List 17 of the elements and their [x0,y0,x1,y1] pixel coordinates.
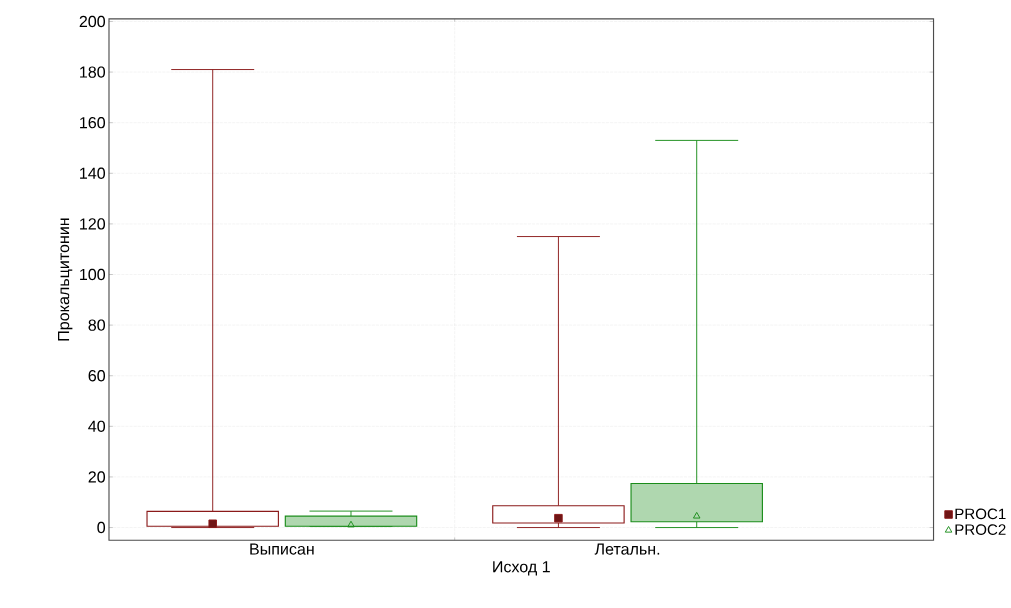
y-tick-label: 20 [88,471,106,483]
legend-label: PROC1 [955,508,1006,520]
x-tick-label: Летальн. [594,543,660,555]
y-tick-label: 180 [80,66,106,78]
x-tick-label: Выписан [250,543,314,555]
y-tick-label: 140 [80,167,106,179]
y-tick-label: 120 [80,218,106,230]
y-axis-title: Прокальцитонин [58,218,73,341]
y-tick-label: 40 [88,420,106,432]
y-tick-label: 160 [80,116,106,129]
y-tick-label: 100 [80,268,106,280]
y-tick-label: 0 [97,521,106,534]
y-tick-label: 80 [88,319,106,331]
legend-label: PROC2 [955,524,1006,535]
y-tick-label: 60 [88,369,106,382]
x-axis-title: Исход 1 [493,561,550,576]
y-tick-label: 200 [79,15,106,27]
